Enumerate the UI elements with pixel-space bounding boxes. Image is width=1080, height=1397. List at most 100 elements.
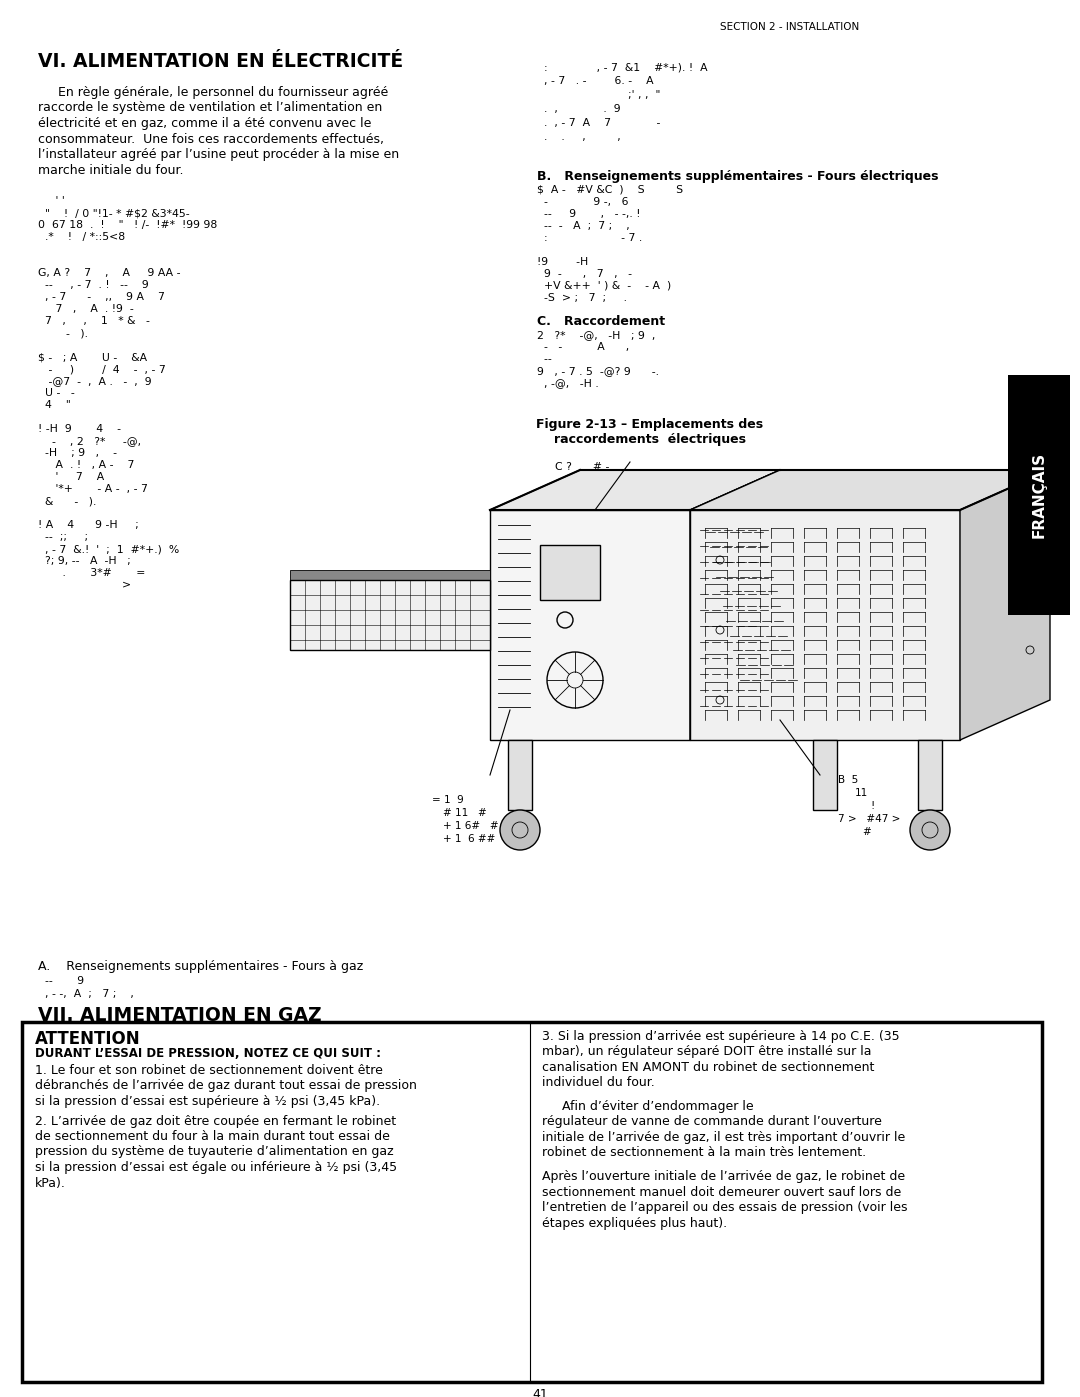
Text: $  A -   #V &C  )    S         S: $ A - #V &C ) S S (537, 184, 684, 196)
Text: régulateur de vanne de commande durant l’ouverture: régulateur de vanne de commande durant l… (542, 1115, 882, 1129)
Text: 4    ": 4 " (38, 400, 71, 409)
Text: .    .     ,         ,: . . , , (537, 131, 621, 142)
Text: "    !  / 0 "!1- * #$2 &3*45-: " ! / 0 "!1- * #$2 &3*45- (38, 208, 190, 218)
Text: U -   -: U - - (38, 388, 75, 398)
Text: sectionnement manuel doit demeurer ouvert sauf lors de: sectionnement manuel doit demeurer ouver… (542, 1186, 901, 1199)
Text: , - -,  A  ;   7 ;    ,: , - -, A ; 7 ; , (38, 989, 134, 999)
Text: SECTION 2 - INSTALLATION: SECTION 2 - INSTALLATION (720, 22, 860, 32)
Bar (508, 740, 532, 810)
Text: C.   Raccordement: C. Raccordement (537, 314, 665, 328)
Text: si la pression d’essai est égale ou inférieure à ½ psi (3,45: si la pression d’essai est égale ou infé… (35, 1161, 397, 1173)
Text: individuel du four.: individuel du four. (542, 1077, 654, 1090)
Text: -   -          A      ,: - - A , (537, 342, 630, 352)
Text: ' ': ' ' (38, 196, 65, 205)
Polygon shape (490, 510, 690, 740)
Text: 7   ,    A  . !9  -: 7 , A . !9 - (38, 305, 134, 314)
Text: 9   , - 7 . 5  -@? 9      -.: 9 , - 7 . 5 -@? 9 -. (537, 366, 659, 376)
Text: -S  > ;   7  ;     .: -S > ; 7 ; . (537, 293, 627, 303)
Text: , -@,   -H .: , -@, -H . (537, 379, 598, 388)
Text: .       3*#       =: . 3*# = (38, 569, 146, 578)
Text: + 1  6 ##: + 1 6 ## (443, 834, 496, 844)
Text: --     , - 7  . !   --    9: -- , - 7 . ! -- 9 (38, 279, 149, 291)
Text: --  ;;     ;: -- ;; ; (38, 532, 89, 542)
Polygon shape (291, 580, 490, 650)
Bar (813, 740, 837, 810)
Text: initiale de l’arrivée de gaz, il est très important d’ouvrir le: initiale de l’arrivée de gaz, il est trè… (542, 1132, 905, 1144)
Text: 7   ,     ,    1   * &   -: 7 , , 1 * & - (38, 316, 150, 326)
Text: kPa).: kPa). (35, 1176, 66, 1189)
Text: VII. ALIMENTATION EN GAZ: VII. ALIMENTATION EN GAZ (38, 1006, 322, 1025)
Text: = 1  9: = 1 9 (432, 795, 463, 805)
Text: &      -   ).: & - ). (38, 496, 96, 506)
Polygon shape (490, 469, 780, 510)
Text: mbar), un régulateur séparé DOIT être installé sur la: mbar), un régulateur séparé DOIT être in… (542, 1045, 872, 1059)
Text: --: -- (537, 353, 552, 365)
Text: .  ,             .  9: . , . 9 (537, 103, 621, 115)
Text: A  . !   , A -    7: A . ! , A - 7 (38, 460, 134, 469)
Text: '     7    A: ' 7 A (38, 472, 105, 482)
Text: ;' , ,  ": ;' , , " (537, 89, 660, 101)
Text: --     9       ,   - -,. !: -- 9 , - -,. ! (537, 210, 640, 219)
Text: -             9 -,   6: - 9 -, 6 (537, 197, 629, 207)
Text: -H    ; 9   ,    -: -H ; 9 , - (38, 448, 117, 458)
Text: 2. L’arrivée de gaz doit être coupée en fermant le robinet: 2. L’arrivée de gaz doit être coupée en … (35, 1115, 396, 1127)
Text: -@7  -  ,  A .   -  ,  9: -@7 - , A . - , 9 (38, 376, 151, 386)
Text: '*+       - A -  , - 7: '*+ - A - , - 7 (38, 483, 148, 495)
Text: raccordements  électriques: raccordements électriques (554, 433, 746, 446)
Text: l’installateur agréé par l’usine peut procéder à la mise en: l’installateur agréé par l’usine peut pr… (38, 148, 400, 161)
Text: Afin d’éviter d’endommager le: Afin d’éviter d’endommager le (542, 1099, 754, 1113)
Text: VI. ALIMENTATION EN ÉLECTRICITÉ: VI. ALIMENTATION EN ÉLECTRICITÉ (38, 52, 403, 71)
Text: En règle générale, le personnel du fournisseur agréé: En règle générale, le personnel du fourn… (38, 87, 388, 99)
Text: --       9: -- 9 (38, 977, 84, 986)
Text: -   ).: - ). (38, 328, 87, 338)
Text: Figure 2-13 – Emplacements des: Figure 2-13 – Emplacements des (537, 418, 764, 432)
Text: A.    Renseignements supplémentaires - Fours à gaz: A. Renseignements supplémentaires - Four… (38, 960, 363, 972)
Text: # 11   #: # 11 # (443, 807, 487, 819)
Text: étapes expliquées plus haut).: étapes expliquées plus haut). (542, 1217, 727, 1229)
Text: G, A ?    7    ,    A     9 AA -: G, A ? 7 , A 9 AA - (38, 268, 180, 278)
Polygon shape (690, 510, 960, 740)
Polygon shape (690, 469, 1050, 510)
Text: Après l’ouverture initiale de l’arrivée de gaz, le robinet de: Après l’ouverture initiale de l’arrivée … (542, 1171, 905, 1183)
Text: canalisation EN AMONT du robinet de sectionnement: canalisation EN AMONT du robinet de sect… (542, 1060, 875, 1074)
Text: #: # (862, 827, 870, 837)
Text: , - 7  &.!  '  ;  1  #*+.)  %: , - 7 &.! ' ; 1 #*+.) % (38, 543, 179, 555)
Text: l’entretien de l’appareil ou des essais de pression (voir les: l’entretien de l’appareil ou des essais … (542, 1201, 907, 1214)
Text: 11: 11 (855, 788, 868, 798)
Text: 9  -      ,   7   ,   -: 9 - , 7 , - (537, 270, 632, 279)
Text: DURANT L’ESSAI DE PRESSION, NOTEZ CE QUI SUIT :: DURANT L’ESSAI DE PRESSION, NOTEZ CE QUI… (35, 1046, 381, 1060)
Text: C ?      # -: C ? # - (555, 462, 609, 472)
Text: >: > (38, 580, 131, 590)
Text: --  -   A  ;  7 ;    ,: -- - A ; 7 ; , (537, 221, 630, 231)
Text: marche initiale du four.: marche initiale du four. (38, 163, 184, 176)
Text: !: ! (870, 800, 874, 812)
Text: ! -H  9       4    -: ! -H 9 4 - (38, 425, 121, 434)
Text: !9        -H: !9 -H (537, 257, 589, 267)
Text: .*    !   / *::5<8: .* ! / *::5<8 (38, 232, 125, 242)
Polygon shape (540, 545, 600, 599)
Text: consommateur.  Une fois ces raccordements effectués,: consommateur. Une fois ces raccordements… (38, 133, 384, 145)
Text: 2   ?*    -@,   -H   ; 9  ,: 2 ?* -@, -H ; 9 , (537, 330, 656, 339)
Text: débranchés de l’arrivée de gaz durant tout essai de pression: débranchés de l’arrivée de gaz durant to… (35, 1080, 417, 1092)
Text: B  5: B 5 (838, 775, 859, 785)
Circle shape (500, 810, 540, 849)
Text: , - 7   . -        6. -    A: , - 7 . - 6. - A (537, 75, 653, 87)
Text: de sectionnement du four à la main durant tout essai de: de sectionnement du four à la main duran… (35, 1130, 390, 1143)
Text: +V &++  ' ) &  -    - A  ): +V &++ ' ) & - - A ) (537, 281, 672, 291)
Text: $ -   ; A       U -    &A: $ - ; A U - &A (38, 352, 147, 362)
Text: .  , - 7  A    7             -: . , - 7 A 7 - (537, 117, 660, 129)
Text: -     )        /  4    -  , - 7: - ) / 4 - , - 7 (38, 365, 165, 374)
Text: ! A    4      9 -H     ;: ! A 4 9 -H ; (38, 520, 138, 529)
Text: ATTENTION: ATTENTION (35, 1030, 140, 1048)
Text: pression du système de tuyauterie d’alimentation en gaz: pression du système de tuyauterie d’alim… (35, 1146, 393, 1158)
Text: B.   Renseignements supplémentaires - Fours électriques: B. Renseignements supplémentaires - Four… (537, 170, 939, 183)
Text: robinet de sectionnement à la main très lentement.: robinet de sectionnement à la main très … (542, 1147, 866, 1160)
Circle shape (910, 810, 950, 849)
Polygon shape (960, 469, 1050, 740)
Text: -    , 2   ?*     -@,: - , 2 ?* -@, (38, 436, 141, 446)
Text: :              , - 7  &1    #*+). !  A: : , - 7 &1 #*+). ! A (537, 61, 707, 73)
Text: si la pression d’essai est supérieure à ½ psi (3,45 kPa).: si la pression d’essai est supérieure à … (35, 1095, 380, 1108)
Text: + 1 6#   #: + 1 6# # (443, 821, 499, 831)
Text: 41: 41 (532, 1389, 548, 1397)
Polygon shape (291, 570, 490, 585)
